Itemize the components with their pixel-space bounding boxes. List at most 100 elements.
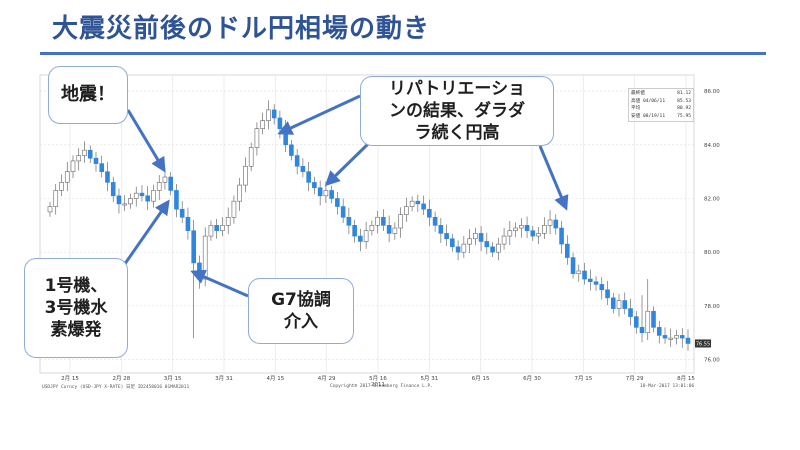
candle-body [116,195,122,205]
candle-body [59,182,64,191]
x-tick-label: 8月 15 [677,375,695,382]
candle-body [346,216,352,226]
candle-body [587,278,593,283]
candle-body [496,243,501,253]
candle-body [260,120,265,129]
candle-body [369,225,375,232]
candle-body [363,230,369,242]
y-tick-label: 80.00 [704,250,720,256]
candle-body [467,238,472,245]
candle-body [139,192,145,197]
x-tick-label: 7月 15 [574,375,592,382]
candle-body [478,233,484,242]
candle-body [490,246,495,253]
candle-body [317,187,323,197]
footer-source: USDJPY Curncy (USD-JPY X-RATE) 日足 ID2458… [42,385,190,390]
candle-body [47,206,53,213]
candle-body [392,227,398,234]
x-tick-label: 5月 31 [420,375,438,382]
candle-body [231,200,237,218]
candle-body [622,300,628,309]
candle-body [266,109,271,121]
candle-body [208,225,214,237]
candle-body [444,233,449,240]
candle-body [191,230,196,264]
x-tick-label: 2月 15 [61,375,79,382]
candle-body [386,225,392,234]
candle-body [582,270,587,280]
candle-body [519,225,524,229]
arrow-repatriation-mid [324,140,372,187]
candle-body [461,243,467,253]
x-tick-label: 4月 29 [318,375,336,382]
candle-body [214,225,219,232]
candle-body [271,109,277,119]
candle-body [312,182,317,189]
candle-body [105,171,110,183]
candle-body [340,206,346,218]
candle-body [616,300,622,309]
candle-body [243,165,248,186]
candle-body [289,144,294,156]
candle-body [542,225,547,234]
candle-body [145,195,151,202]
legend-name: 安値 08/19/11 [631,113,666,119]
candle-body [174,190,179,210]
candle-body [605,289,610,299]
candle-body [662,335,668,339]
footer-copyright: Copyright® 2017 Bloomberg Finance L.P. [330,384,433,389]
candle-body [524,225,530,232]
candle-body [306,171,311,183]
candle-body [352,225,357,237]
legend-row: 平均 80.92 [631,105,691,113]
candle-body [248,147,254,167]
candle-body [335,198,340,207]
candle-body [501,235,507,245]
arrow-repatriation-peak [277,94,361,135]
candle-body [358,235,363,242]
candle-body [237,184,242,202]
candle-body [639,327,645,334]
last-price-label: 76.55 [696,341,710,347]
annotation-arrows [120,94,569,298]
x-tick-label: 5月 16 [369,375,387,382]
candle-body [110,182,116,197]
candle-body [70,160,76,172]
candle-body [432,216,438,226]
callout-g7-intervention: G7協調 介入 [248,278,354,344]
legend-value: 75.95 [677,113,691,119]
candle-body [76,155,82,162]
candle-body [133,192,139,199]
legend-name: 高値 04/06/11 [631,98,666,104]
candle-body [576,270,582,274]
candle-body [484,241,490,248]
candle-body [536,233,541,237]
y-tick-label: 86.00 [704,89,720,95]
arrow-reactor [120,199,170,269]
callout-reactor-explosion: 1号機、 3号機水 素爆発 [24,258,128,358]
legend-row: 高値 04/06/11 85.53 [631,98,691,106]
candle-body [381,216,386,226]
candle-body [128,198,133,205]
candle-body [87,149,93,159]
legend-row: 最終値 81.12 [631,90,691,98]
x-tick-label: 3月 15 [164,375,182,382]
last-price-tag: 76.55 [695,339,711,348]
arrow-repatriation-july [538,145,569,211]
arrow-g7 [190,269,249,298]
candle-body [547,219,553,226]
candle-body [564,243,570,258]
candle-body [300,165,306,172]
legend-name: 平均 [631,106,641,111]
candle-body [179,208,185,218]
candle-body [421,203,426,210]
candle-body [404,206,409,215]
candle-body [438,225,444,234]
candle-body [64,171,70,183]
title-rule [40,52,766,55]
legend-row: 安値 08/19/11 75.95 [631,113,691,121]
candle-body [168,176,174,191]
candle-body [553,219,559,229]
candle-body [53,190,59,207]
